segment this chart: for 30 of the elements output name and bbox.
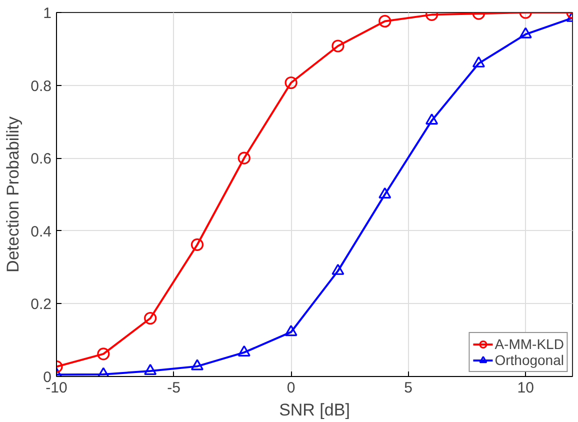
y-tick-label: 0.8 <box>30 78 52 95</box>
point <box>238 345 250 356</box>
point <box>238 152 250 164</box>
point <box>144 364 157 376</box>
x-tick-label: -5 <box>167 380 180 396</box>
point <box>190 359 204 370</box>
x-tick-label: 5 <box>404 380 412 396</box>
point <box>472 56 485 68</box>
y-tick-label: 0.4 <box>30 223 52 240</box>
y-tick-label: 0.6 <box>30 150 52 168</box>
point <box>332 264 344 275</box>
point <box>519 27 532 38</box>
x-tick-label: 0 <box>286 380 296 396</box>
x-tick-label: 10 <box>517 380 534 396</box>
legend-label: A-MM-KLD <box>494 336 564 352</box>
point <box>425 113 438 125</box>
y-tick-label: 0 <box>43 369 52 386</box>
y-tick-label: 1 <box>43 5 52 22</box>
point <box>144 312 157 325</box>
point <box>284 324 298 336</box>
point <box>190 238 204 252</box>
point <box>284 76 298 90</box>
x-axis-title: SNR [dB] <box>279 400 350 420</box>
point <box>378 14 392 28</box>
point <box>332 40 344 52</box>
legend-label: Orthogonal <box>494 352 564 368</box>
y-tick-label: 0.2 <box>30 296 52 314</box>
y-axis-title: Detection Probability <box>4 116 23 272</box>
point <box>378 187 392 198</box>
point <box>97 367 110 376</box>
